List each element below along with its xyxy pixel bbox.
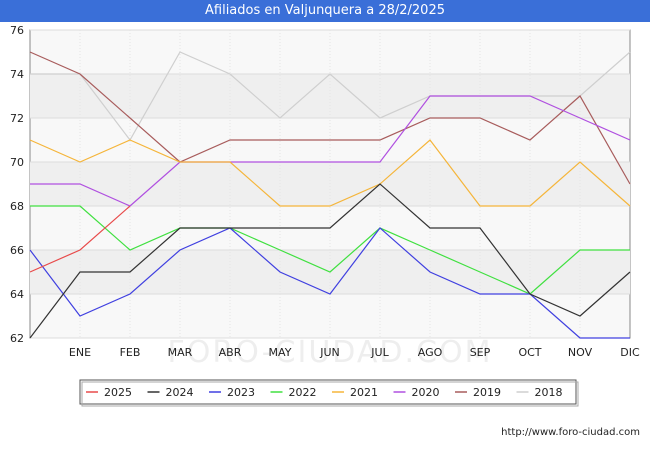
legend-label-2020: 2020 (412, 386, 440, 399)
x-tick-label: ENE (69, 346, 91, 359)
series-line-2024 (29, 183, 631, 339)
y-tick-label: 70 (10, 156, 24, 169)
y-axis: 62 64 66 68 70 72 74 76 (10, 24, 24, 345)
x-tick-label: JUL (370, 346, 389, 359)
series-line-2019 (29, 51, 631, 185)
watermark: FORO-CIUDAD.COM (168, 335, 493, 370)
x-tick-label: MAR (168, 346, 193, 359)
series-line-2025 (29, 205, 131, 273)
legend-label-2024: 2024 (166, 386, 194, 399)
x-tick-label: SEP (470, 346, 491, 359)
y-tick-label: 74 (10, 68, 24, 81)
footer-url[interactable]: http://www.foro-ciudad.com (501, 427, 640, 438)
x-tick-label: ABR (219, 346, 242, 359)
y-tick-label: 66 (10, 244, 24, 257)
series-line-2021 (29, 139, 631, 207)
legend-label-2021: 2021 (350, 386, 378, 399)
x-tick-label: FEB (120, 346, 141, 359)
legend-label-2018: 2018 (535, 386, 563, 399)
y-tick-label: 76 (10, 24, 24, 37)
legend-box (79, 379, 577, 405)
y-tick-label: 72 (10, 112, 24, 125)
legend: 2025 2024 2023 2022 2021 2020 2019 2018 (79, 379, 579, 407)
y-tick-label: 62 (10, 332, 24, 345)
y-tick-label: 64 (10, 288, 24, 301)
x-tick-label: AGO (418, 346, 443, 359)
legend-label-2019: 2019 (473, 386, 501, 399)
grid (30, 29, 630, 339)
x-axis: ENE FEB MAR ABR MAY JUN JUL AGO SEP OCT NOV DIC (69, 346, 640, 359)
series-lines (29, 51, 631, 339)
y-tick-label: 68 (10, 200, 24, 213)
legend-label-2023: 2023 (227, 386, 255, 399)
legend-shadow (81, 381, 579, 407)
legend-label-2022: 2022 (289, 386, 317, 399)
x-tick-label: DIC (620, 346, 640, 359)
x-tick-label: MAY (269, 346, 292, 359)
x-tick-label: JUN (319, 346, 340, 359)
x-tick-label: NOV (568, 346, 593, 359)
chart-title: Afiliados en Valjunquera a 28/2/2025 (0, 0, 650, 22)
legend-label-2025: 2025 (104, 386, 132, 399)
x-tick-label: OCT (518, 346, 541, 359)
